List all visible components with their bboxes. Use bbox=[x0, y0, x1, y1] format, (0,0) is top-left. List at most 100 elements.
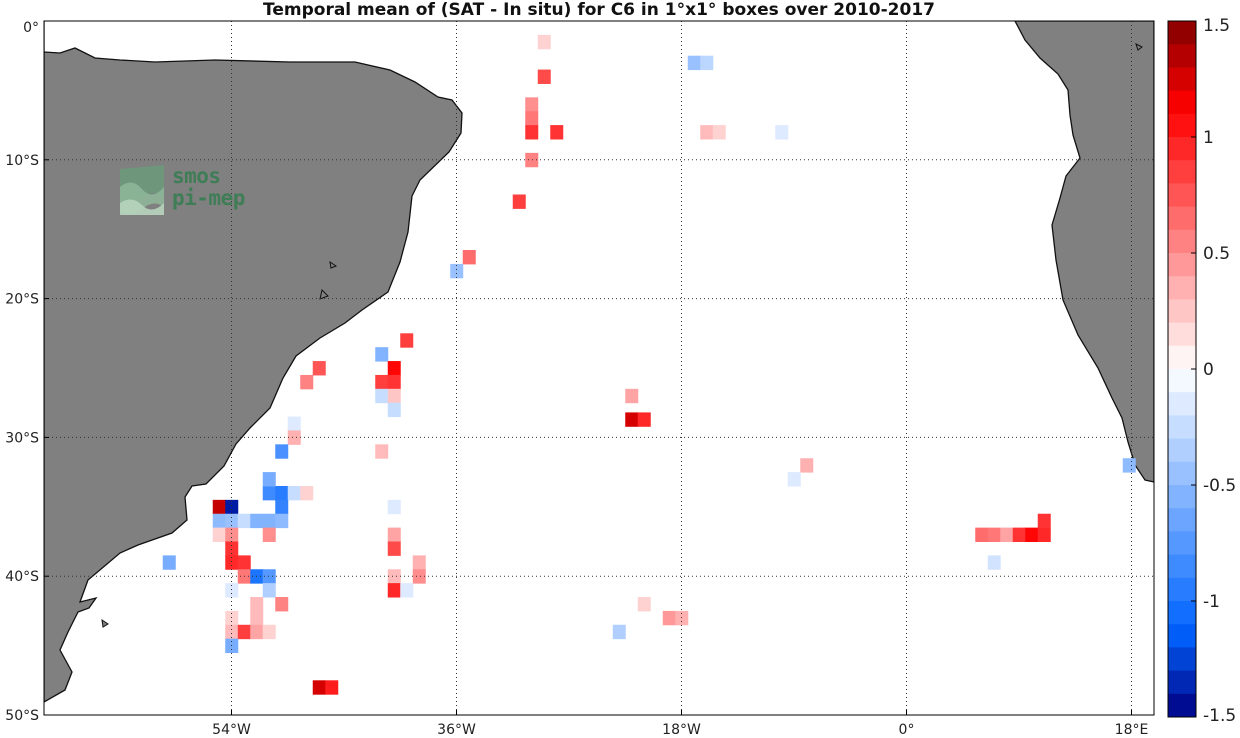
data-cell bbox=[275, 485, 289, 501]
data-cell bbox=[262, 583, 276, 598]
colorbar-bin bbox=[1168, 67, 1196, 92]
data-cell bbox=[262, 472, 276, 487]
colorbar-bin bbox=[1168, 577, 1196, 602]
data-cell bbox=[375, 444, 389, 459]
data-cell bbox=[775, 125, 789, 140]
data-cell bbox=[1037, 513, 1051, 529]
data-cell bbox=[712, 125, 726, 140]
data-cell bbox=[225, 555, 239, 570]
data-cell bbox=[387, 499, 401, 515]
colorbar-tick-label: -0.5 bbox=[1203, 476, 1236, 496]
island-marks bbox=[101, 43, 1143, 628]
data-cell bbox=[275, 597, 289, 612]
data-cell bbox=[375, 388, 389, 404]
data-cell bbox=[262, 527, 276, 542]
colorbar-bin bbox=[1168, 229, 1196, 254]
data-cell bbox=[225, 583, 239, 598]
x-tick-label: 36°W bbox=[437, 722, 476, 738]
colorbar-bin bbox=[1168, 21, 1196, 45]
data-cell bbox=[687, 55, 701, 71]
x-tick-label: 18°E bbox=[1115, 722, 1149, 738]
colorbar-bin bbox=[1168, 160, 1196, 184]
data-cell bbox=[612, 624, 626, 640]
y-tick-label: 40°S bbox=[5, 569, 39, 585]
data-cell bbox=[462, 250, 476, 265]
data-cell bbox=[387, 374, 401, 390]
data-cell bbox=[212, 499, 226, 515]
colorbar-bin bbox=[1168, 485, 1196, 509]
data-cell bbox=[525, 97, 539, 112]
data-cell bbox=[250, 624, 264, 640]
data-cell bbox=[412, 569, 426, 584]
colorbar: 1.5 1 0.5 0 -0.5 -1 -1.5 bbox=[1167, 16, 1236, 726]
data-cell bbox=[387, 583, 401, 598]
logo-wave-icon bbox=[120, 165, 164, 215]
colorbar-bin bbox=[1168, 531, 1196, 556]
data-cell bbox=[237, 513, 251, 529]
data-cell bbox=[387, 402, 401, 418]
data-cell bbox=[212, 513, 226, 529]
data-cell bbox=[550, 125, 564, 140]
x-tick-label: 54°W bbox=[212, 722, 251, 738]
data-cell bbox=[637, 597, 651, 612]
y-tick-label: 20°S bbox=[5, 292, 39, 308]
data-cell bbox=[662, 610, 676, 626]
data-cell bbox=[225, 527, 239, 542]
data-cell bbox=[987, 527, 1001, 542]
data-cell bbox=[975, 527, 989, 542]
colorbar-bin bbox=[1168, 345, 1196, 370]
colorbar-bin bbox=[1168, 369, 1196, 393]
data-cell bbox=[225, 499, 239, 515]
data-cell bbox=[237, 624, 251, 640]
data-cell bbox=[700, 55, 714, 71]
data-cell bbox=[287, 430, 301, 445]
data-cell bbox=[525, 125, 539, 140]
data-cell bbox=[637, 412, 651, 427]
data-cell bbox=[400, 333, 414, 348]
data-cell bbox=[450, 263, 464, 279]
data-cell bbox=[625, 412, 639, 427]
data-cell bbox=[537, 34, 551, 50]
colorbar-bin bbox=[1168, 438, 1196, 463]
data-cell bbox=[1122, 458, 1136, 473]
plot-frame bbox=[43, 20, 1155, 716]
colorbar-bin bbox=[1168, 554, 1196, 579]
data-cell bbox=[162, 555, 176, 570]
colorbar-bin bbox=[1168, 508, 1196, 532]
colorbar-bin bbox=[1168, 392, 1196, 416]
colorbar-bin bbox=[1168, 624, 1196, 648]
data-cell bbox=[225, 541, 239, 556]
data-cell bbox=[262, 485, 276, 501]
data-cell bbox=[525, 111, 539, 126]
data-cell bbox=[387, 388, 401, 404]
data-cell bbox=[250, 610, 264, 626]
data-cell bbox=[512, 194, 526, 209]
colorbar-bin bbox=[1168, 44, 1196, 68]
colorbar-bin bbox=[1168, 647, 1196, 672]
data-cell bbox=[312, 680, 326, 695]
data-cell bbox=[1000, 527, 1014, 542]
data-cell bbox=[675, 610, 689, 626]
y-tick-label: 0° bbox=[23, 20, 39, 36]
colorbar-tick-label: 1.5 bbox=[1203, 16, 1230, 36]
colorbar-bin bbox=[1168, 461, 1196, 486]
colorbar-bin bbox=[1168, 90, 1196, 115]
data-cells bbox=[162, 21, 1136, 695]
colorbar-bin bbox=[1168, 415, 1196, 440]
data-cell bbox=[387, 541, 401, 556]
data-cell bbox=[325, 680, 339, 695]
data-cell bbox=[225, 513, 239, 529]
data-cell bbox=[537, 69, 551, 84]
data-cell bbox=[375, 347, 389, 362]
x-axis-ticks: 54°W 36°W 18°W 0° 18°E bbox=[212, 710, 1148, 738]
colorbar-bin bbox=[1168, 601, 1196, 625]
y-tick-label: 30°S bbox=[5, 430, 39, 446]
y-tick-label: 10°S bbox=[5, 153, 39, 169]
x-tick-label: 0° bbox=[899, 722, 915, 738]
data-cell bbox=[225, 610, 239, 626]
data-cell bbox=[287, 485, 301, 501]
data-cell bbox=[275, 499, 289, 515]
africa-landmass bbox=[1014, 21, 1154, 483]
colorbar-bin bbox=[1168, 183, 1196, 208]
colorbar-bin bbox=[1168, 299, 1196, 324]
